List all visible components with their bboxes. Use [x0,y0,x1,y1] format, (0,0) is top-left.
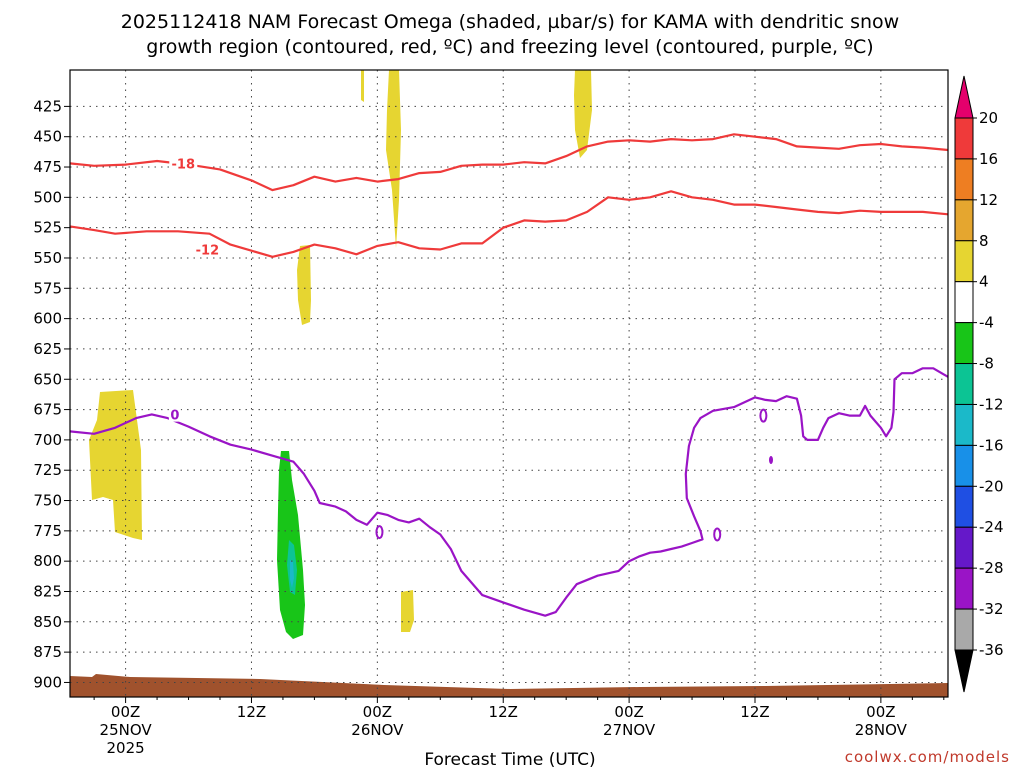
colorbar-label: -24 [979,518,1004,536]
y-tick-label: 525 [33,219,62,237]
dendritic-contour-1 [69,190,949,258]
colorbar-label: -4 [979,314,994,332]
colorbar-label: 16 [979,150,998,168]
dendritic-contour-0 [69,133,949,192]
colorbar-label: -36 [979,641,1004,659]
contour-lines [69,133,949,617]
colorbar-segment [954,363,974,405]
x-axis-title: Forecast Time (UTC) [424,750,595,768]
y-tick-label: 725 [33,461,62,479]
omega-cell-yellow-3 [386,70,401,248]
colorbar-label: -12 [979,395,1004,413]
contour-labels: -18 -12 0 [168,156,222,424]
dendritic-contour-label: -12 [196,244,220,259]
terrain-ground [70,674,948,697]
credit-text: coolwx.com/models [845,748,1010,766]
y-tick-label: 650 [33,370,62,388]
y-tick-label: 475 [33,158,62,176]
x-tick-label: 00Z [866,703,895,721]
freezing-loop-2 [713,527,722,542]
x-tick-label: 2025 [107,739,145,757]
omega-cell-yellow-2 [297,245,311,325]
freezing-dot-1 [769,456,773,464]
colorbar-segment [954,567,974,610]
y-tick-label: 675 [33,401,62,419]
y-tick-label: 900 [33,673,62,691]
x-tick-label: 12Z [489,703,518,721]
dendritic-contour-label: -18 [172,158,196,173]
grid-lines [70,70,948,697]
y-tick-label: 700 [33,431,62,449]
colorbar-segment [954,199,974,242]
colorbar-segment [954,158,974,201]
omega-cell-yellow-1 [89,390,142,540]
y-tick-label: 600 [33,310,62,328]
dendritic-label-bg [169,156,198,171]
freezing-contour-label: 0 [170,409,179,424]
colorbar: 20 16 12 8 4 -4 -8 -12 -16 -20 -24 -28 -32 -36 [954,75,1004,693]
colorbar-label: -8 [979,355,994,373]
colorbar-segment [954,240,974,283]
freezing-loop-0 [375,525,384,540]
colorbar-segment [954,485,974,528]
y-tick-label: 750 [33,492,62,510]
colorbar-top-arrow [954,75,974,119]
x-tick-label: 00Z [614,703,643,721]
omega-cell-yellow-4 [361,70,364,102]
colorbar-label: -20 [979,477,1004,495]
omega-shading [89,70,773,639]
colorbar-segment [954,608,974,651]
colorbar-segment [954,403,974,446]
y-tick-label: 825 [33,582,62,600]
x-tick-label: 27NOV [603,721,656,739]
y-tick-label: 775 [33,522,62,540]
dendritic-label-bg [193,242,222,257]
colorbar-label: 8 [979,232,989,250]
freezing-contour-0 [69,367,949,617]
x-tick-label: 00Z [111,703,140,721]
y-tick-label: 550 [33,249,62,267]
colorbar-label: 12 [979,191,998,209]
colorbar-label: -28 [979,559,1004,577]
colorbar-label: 20 [979,109,998,127]
x-tick-label: 00Z [363,703,392,721]
y-tick-label: 850 [33,613,62,631]
colorbar-segment [954,281,974,324]
y-tick-label: 625 [33,340,62,358]
y-tick-label: 450 [33,128,62,146]
x-tick-label: 28NOV [855,721,908,739]
omega-cell-yellow-5 [574,70,592,158]
y-tick-label: 875 [33,643,62,661]
plot-frame [69,69,949,698]
colorbar-segment [954,322,974,365]
colorbar-segment [954,526,974,569]
x-tick-label: 12Z [237,703,266,721]
omega-cell-yellow-6 [401,590,414,632]
y-tick-label: 575 [33,279,62,297]
x-tick-label: 25NOV [100,721,153,739]
colorbar-segment [954,117,974,160]
omega-cell-cyan [290,560,294,588]
colorbar-segment [954,444,974,487]
freezing-loop-1 [759,408,768,423]
y-tick-label: 800 [33,552,62,570]
y-tick-label: 425 [33,97,62,115]
colorbar-label: -32 [979,600,1004,618]
x-tick-label: 12Z [740,703,769,721]
freezing-label-bg [168,407,181,422]
y-tick-label: 500 [33,188,62,206]
chart-title-line2: growth region (contoured, red, ºC) and f… [146,36,873,58]
colorbar-label: -16 [979,436,1004,454]
colorbar-label: 4 [979,273,989,291]
colorbar-bottom-arrow [954,649,974,693]
y-axis-ticks: 425 450 475 500 525 550 575 600 625 650 675 700 725 7… [33,97,70,691]
x-tick-label: 26NOV [351,721,404,739]
chart-title-line1: 2025112418 NAM Forecast Omega (shaded, µ… [121,11,899,33]
